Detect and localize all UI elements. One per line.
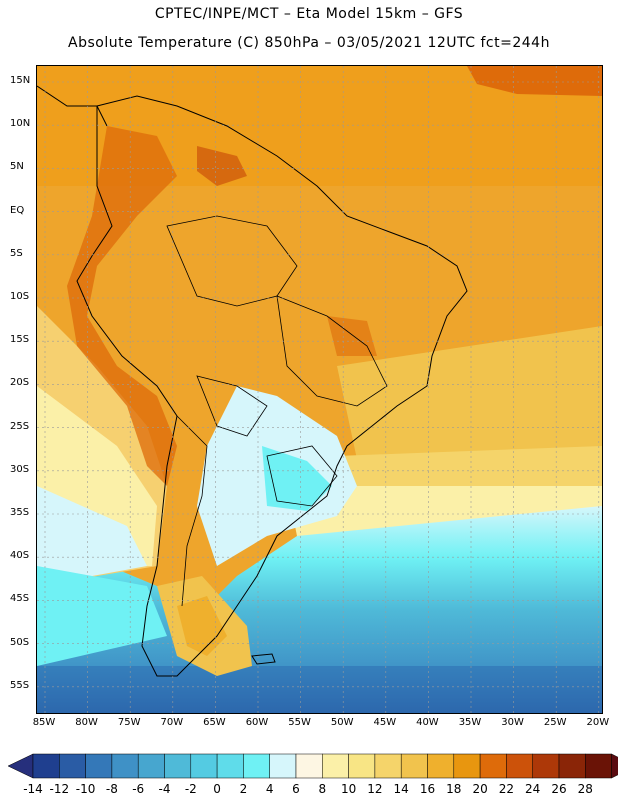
colorbar-label: 26 (551, 782, 567, 796)
colorbar-label: 14 (393, 782, 409, 796)
temperature-map (37, 66, 602, 713)
colorbar-swatch (322, 753, 349, 779)
lon-label: 75W (117, 717, 141, 728)
colorbar-label: -12 (49, 782, 70, 796)
colorbar-swatch (295, 753, 323, 779)
title-line-1: CPTEC/INPE/MCT – Eta Model 15km – GFS (154, 6, 464, 22)
colorbar-label: 4 (265, 782, 274, 796)
colorbar-label: 12 (367, 782, 383, 796)
patagonia-warm2 (177, 596, 227, 656)
colorbar-label: -10 (75, 782, 96, 796)
lat-label: EQ (10, 204, 25, 216)
colorbar-high-arrow (611, 753, 618, 779)
colorbar-label: 0 (213, 782, 221, 796)
colorbar-label: 10 (340, 782, 357, 796)
lat-label: 35S (10, 507, 30, 518)
lat-label: 50S (10, 636, 30, 648)
lon-label: 25W (543, 717, 567, 728)
graticule (37, 66, 602, 713)
colorbar-label: -4 (158, 782, 171, 796)
brazil-warm (327, 316, 377, 356)
lon-label: 20W (586, 717, 610, 728)
border-chile (176, 415, 208, 607)
colorbar-label: 16 (419, 782, 436, 796)
lon-label: 35W (458, 717, 482, 728)
border-2 (276, 295, 388, 407)
colorbar-swatch (164, 753, 192, 779)
title-line-2: Absolute Temperature (C) 850hPa – 03/05/… (68, 35, 550, 51)
border-3 (196, 375, 268, 437)
colorbar-swatch (85, 753, 113, 779)
venezuela-warm (197, 146, 247, 186)
colorbar-swatch (32, 753, 60, 779)
lon-label: 70W (160, 717, 184, 728)
lon-label: 65W (203, 717, 226, 728)
warm-corner (467, 66, 602, 96)
southern-ocean (37, 506, 602, 713)
deep-cold (37, 666, 602, 713)
colorbar-label: 18 (446, 782, 462, 796)
colorbar-swatch (216, 753, 244, 779)
lat-label: 10S (10, 291, 30, 302)
colorbar-swatch (453, 753, 481, 779)
colorbar-swatch (59, 753, 86, 779)
colorbar-label: 28 (577, 782, 593, 796)
lat-label: 30S (10, 463, 30, 475)
colorbar-swatch (427, 753, 455, 779)
lat-label: 15N (10, 75, 31, 86)
lon-label: 55W (288, 717, 311, 728)
colorbar-label: 6 (292, 782, 300, 796)
lon-label: 50W (330, 717, 354, 728)
lat-label: 10N (10, 118, 31, 130)
colorbar-label: -8 (105, 782, 118, 796)
lon-label: 45W (373, 717, 397, 728)
colorbar-swatch (506, 753, 533, 779)
colorbar-label: 2 (239, 782, 248, 796)
pacific-cold (37, 566, 167, 666)
lat-label: 5S (10, 247, 23, 259)
colorbar-swatch (111, 753, 139, 779)
lat-label: 45S (10, 593, 30, 605)
lon-label: 40W (416, 717, 439, 728)
lon-label: 30W (501, 717, 524, 728)
pacific-light (37, 486, 147, 586)
central-america (37, 85, 108, 127)
colorbar-low-arrow (7, 753, 34, 779)
coastline (76, 95, 468, 677)
border-uruguay (266, 445, 338, 507)
colorbar-swatch (400, 753, 428, 779)
colorbar-swatch (137, 753, 165, 779)
cold-core (262, 446, 332, 511)
colorbar-swatch (585, 753, 612, 779)
colorbar-swatch (269, 753, 297, 779)
lat-label: 20S (10, 377, 30, 389)
colorbar-swatch (374, 753, 402, 779)
colorbar-label: -6 (132, 782, 145, 796)
colorbar-label: 24 (525, 782, 541, 796)
andes-warm (67, 126, 177, 486)
colorbar-swatch (190, 753, 218, 779)
lat-label: 55S (10, 679, 30, 691)
colorbar-swatch (532, 753, 560, 779)
map-frame (36, 65, 603, 714)
colorbar-label: -2 (184, 782, 197, 796)
lat-label: 5N (10, 161, 24, 173)
colorbar-swatch (348, 753, 376, 779)
colorbar-swatch (558, 753, 586, 779)
falklands (251, 653, 276, 665)
lat-label: 40S (10, 550, 30, 562)
lon-label: 85W (32, 717, 56, 728)
colorbar-swatch (243, 753, 270, 779)
colorbar-label: 22 (498, 782, 515, 796)
lon-label: 80W (75, 717, 98, 728)
colorbar-label: -14 (23, 782, 43, 796)
colorbar-label: 20 (472, 782, 488, 796)
lat-label: 15S (10, 334, 30, 346)
colorbar-label: 8 (318, 782, 327, 796)
border-1 (166, 215, 298, 307)
colorbar-swatch (479, 753, 507, 779)
colorbar (7, 753, 618, 779)
lon-label: 60W (245, 717, 269, 728)
lat-label: 25S (10, 420, 30, 432)
